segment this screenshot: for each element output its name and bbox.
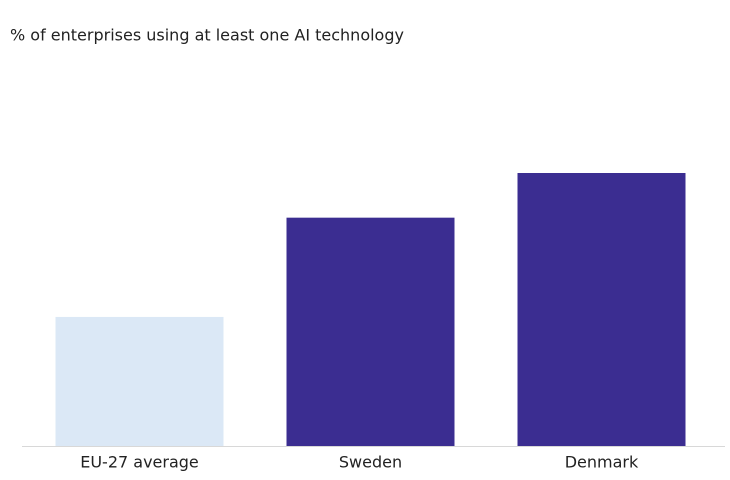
x-tick-label: EU-27 average: [80, 453, 199, 472]
bar: [55, 316, 224, 446]
x-tick-label: Denmark: [565, 453, 639, 472]
chart-title: % of enterprises using at least one AI t…: [10, 26, 404, 45]
bar: [286, 217, 455, 446]
bar: [517, 173, 686, 446]
x-tick-label: Sweden: [339, 453, 402, 472]
